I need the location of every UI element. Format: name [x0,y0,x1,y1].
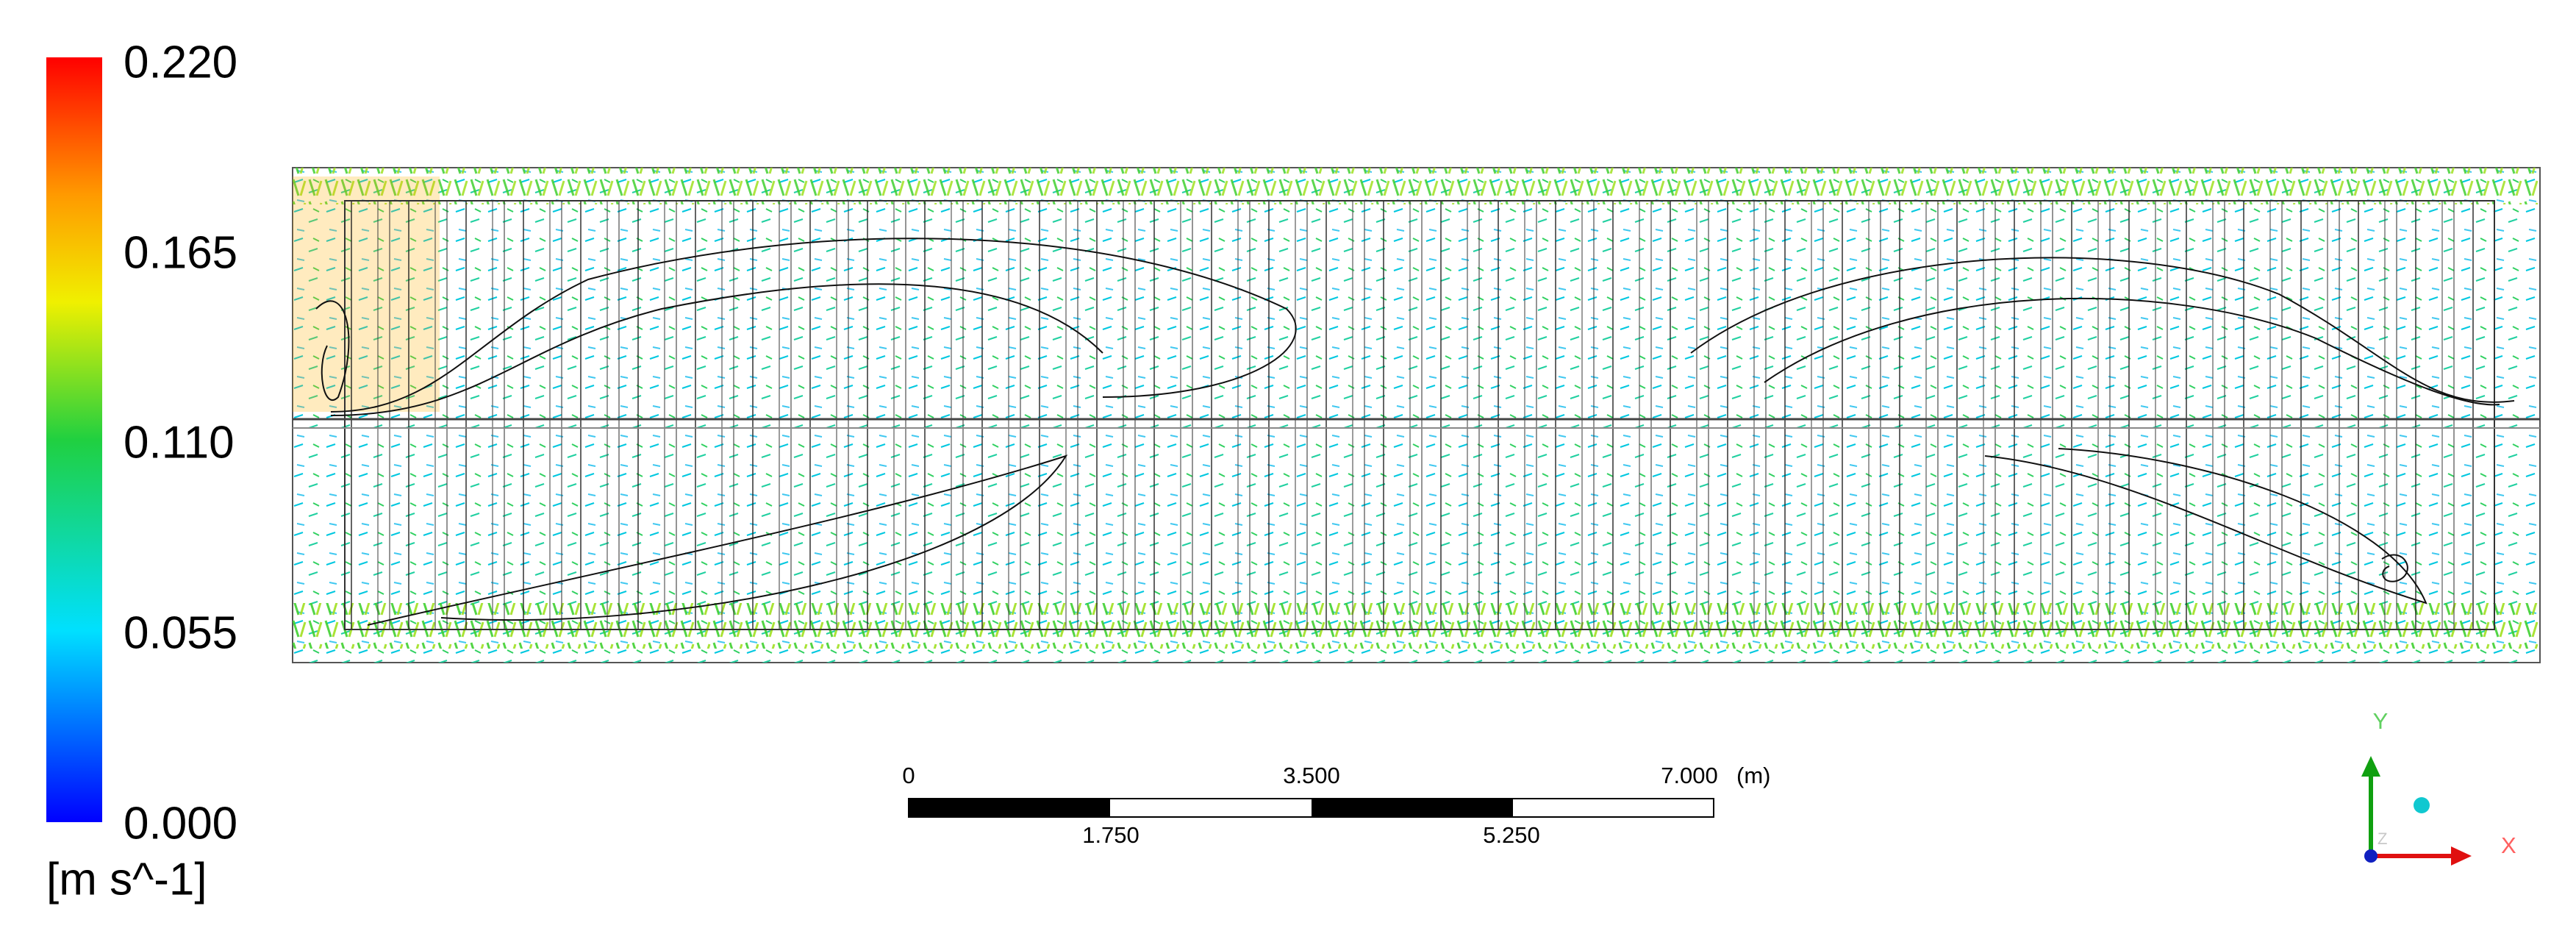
scale-label: 3.500 [1283,763,1340,788]
legend-tick: 0.165 [124,227,237,278]
legend-tick: 0.000 [124,798,237,849]
legend-tick: 0.220 [124,37,237,88]
scale-label: 0 [902,763,915,788]
scale-label: 5.250 [1483,822,1540,848]
scale-label: 1.750 [1082,822,1139,848]
legend-unit: [m s^-1] [46,854,207,905]
legend-tick: 0.055 [124,607,237,658]
scale-unit: (m) [1736,763,1770,788]
triad-x-label: X [2501,832,2516,858]
flow-domain [292,167,2541,663]
color-bar [46,57,102,822]
triad-z-label: Z [2378,830,2387,848]
scale-bar [908,798,1714,818]
legend-tick: 0.110 [124,417,235,468]
scale-label: 7.000 [1661,763,1718,788]
axis-triad [2361,756,2472,866]
triad-y-label: Y [2373,708,2389,734]
